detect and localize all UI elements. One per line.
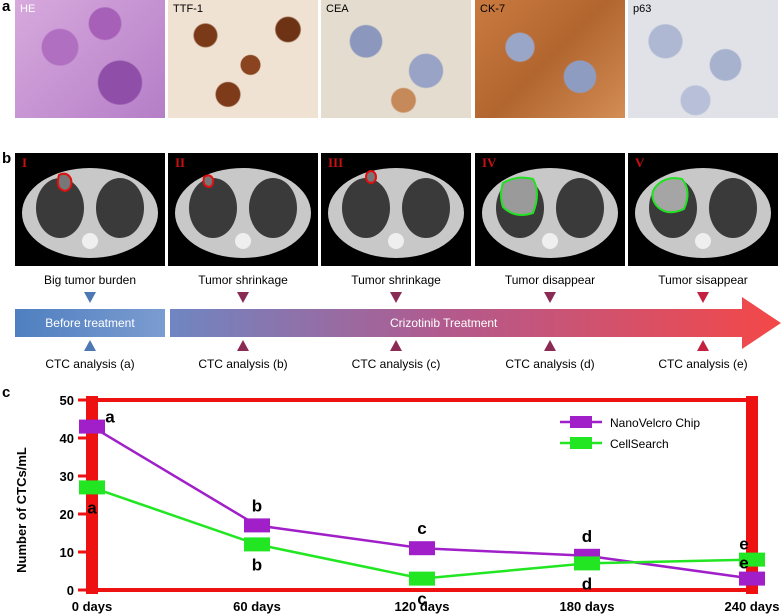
- ctc-analysis-label: CTC analysis (e): [658, 357, 748, 371]
- tumor-status-label: Tumor shrinkage: [351, 273, 441, 287]
- right-frame-bar: [746, 396, 758, 594]
- ct-scan-3: III: [321, 153, 471, 266]
- ct-scan-numeral: V: [635, 155, 645, 170]
- stain-label: CEA: [326, 3, 349, 15]
- y-axis-label: Number of CTCs/mL: [14, 447, 29, 573]
- ct-scan-numeral: IV: [482, 155, 497, 170]
- panel-label-a: a: [2, 0, 11, 15]
- stain-ttf1-image: TTF-1: [168, 0, 318, 118]
- legend-label: CellSearch: [610, 437, 669, 451]
- ctc-analysis-label: CTC analysis (d): [505, 357, 595, 371]
- up-triangle-icon: [697, 340, 709, 351]
- data-point-label: d: [582, 574, 592, 593]
- x-tick-label: 0 days: [72, 599, 112, 614]
- y-tick-label: 10: [60, 545, 74, 560]
- x-tick-label: 120 days: [395, 599, 450, 614]
- treatment-label: Crizotinib Treatment: [390, 316, 498, 330]
- stain-p63-image: p63: [628, 0, 778, 118]
- data-point-label: c: [417, 519, 426, 538]
- up-triangle-icon: [237, 340, 249, 351]
- data-point-label: b: [252, 555, 262, 574]
- tumor-status-label: Big tumor burden: [43, 273, 137, 287]
- data-point-marker: [244, 537, 270, 552]
- y-tick-label: 30: [60, 469, 74, 484]
- ct-scan-numeral: III: [328, 155, 344, 170]
- stain-cea-image: CEA: [321, 0, 471, 118]
- stain-ck7-image: CK-7: [475, 0, 625, 118]
- ct-scan-numeral: I: [22, 155, 28, 170]
- data-point-marker: [79, 480, 105, 495]
- panel-label-c: c: [2, 384, 11, 401]
- data-point-marker: [79, 419, 105, 434]
- ctc-count-chart: 0 10 20 30 40 50 0 days 60 days 120 days 180 day…: [14, 393, 780, 614]
- x-tick-label: 180 days: [560, 599, 615, 614]
- before-treatment-label: Before treatment: [45, 316, 135, 330]
- ctc-analysis-label: CTC analysis (c): [351, 357, 441, 371]
- stain-label: HE: [20, 3, 36, 15]
- ct-scan-4: IV: [475, 153, 625, 266]
- down-triangle-icon: [544, 292, 556, 303]
- data-point-marker: [409, 571, 435, 586]
- data-point-marker: [739, 571, 765, 586]
- x-tick-label: 60 days: [233, 599, 281, 614]
- x-tick-label: 240 days: [725, 599, 780, 614]
- ct-scan-5: V: [628, 153, 778, 266]
- stain-label: TTF-1: [173, 3, 203, 15]
- ct-scan-1: I: [15, 153, 165, 266]
- data-point-label: b: [252, 496, 262, 515]
- panel-label-b: b: [2, 150, 12, 167]
- data-point-marker: [739, 552, 765, 567]
- y-tick-label: 20: [60, 507, 74, 522]
- data-point-marker: [574, 556, 600, 571]
- up-triangle-icon: [390, 340, 402, 351]
- down-triangle-icon: [697, 292, 709, 303]
- data-point-label: a: [87, 498, 97, 517]
- y-tick-label: 0: [67, 583, 74, 598]
- ct-scan-2: II: [168, 153, 318, 266]
- stain-label: CK-7: [480, 3, 506, 15]
- data-point-label: d: [582, 527, 592, 546]
- data-point-label: e: [739, 535, 748, 554]
- treatment-arrow: [170, 297, 781, 349]
- y-tick-label: 40: [60, 431, 74, 446]
- data-point-marker: [409, 541, 435, 556]
- down-triangle-icon: [84, 292, 96, 303]
- up-triangle-icon: [84, 340, 96, 351]
- data-point-label: a: [105, 408, 115, 427]
- ctc-analysis-label: CTC analysis (a): [45, 357, 135, 371]
- ct-scan-numeral: II: [175, 155, 186, 170]
- tumor-status-label: Tumor shrinkage: [198, 273, 288, 287]
- down-triangle-icon: [237, 292, 249, 303]
- legend-marker: [570, 437, 592, 449]
- tumor-status-label: Tumor disappear: [504, 273, 596, 287]
- up-triangle-icon: [544, 340, 556, 351]
- legend-label: NanoVelcro Chip: [610, 416, 700, 430]
- data-point-label: e: [739, 554, 748, 573]
- before-treatment-bar: Before treatment: [15, 309, 165, 337]
- tumor-status-label: Tumor sisappear: [658, 273, 748, 287]
- data-point-label: c: [417, 590, 426, 609]
- left-frame-bar: [86, 396, 98, 594]
- legend-marker: [570, 416, 592, 428]
- y-tick-label: 50: [60, 393, 74, 408]
- stain-he-image: HE: [15, 0, 165, 118]
- down-triangle-icon: [390, 292, 402, 303]
- ctc-analysis-label: CTC analysis (b): [198, 357, 288, 371]
- data-point-marker: [244, 518, 270, 533]
- stain-label: p63: [633, 3, 652, 15]
